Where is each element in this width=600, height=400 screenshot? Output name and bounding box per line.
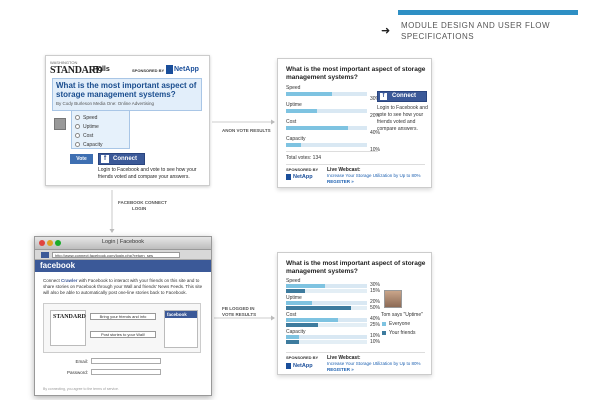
result-bar-track	[286, 126, 367, 130]
divider	[286, 164, 425, 165]
legend-everyone: Everyone	[389, 321, 410, 327]
register-link[interactable]: REGISTER »	[327, 367, 354, 372]
site-thumbnail: STANDARD	[50, 310, 86, 346]
password-label: Password:	[53, 370, 88, 375]
email-label: Email:	[53, 359, 88, 364]
legend-friends: Your friends	[389, 330, 416, 336]
facebook-header: facebook	[35, 260, 211, 272]
fb-result-track-everyone	[286, 301, 367, 305]
register-link[interactable]: REGISTER »	[327, 179, 354, 184]
facebook-thumbnail-brand: facebook	[165, 311, 197, 318]
fb-result-track-friends	[286, 323, 367, 327]
site-thumbnail-brand: STANDARD	[53, 314, 86, 320]
sponsor-name: NetApp	[293, 174, 313, 180]
favicon-icon	[41, 252, 49, 258]
divider	[286, 352, 425, 353]
friend-says: Tom says "Uptime"	[381, 312, 423, 319]
fb-result-track-everyone	[286, 335, 367, 339]
facebook-connect-button[interactable]: f Connect	[377, 91, 427, 102]
fb-result-pct-friends-speed: 15%	[370, 288, 380, 294]
address-bar: http://www.connect.facebook.com/login.ph…	[35, 250, 211, 260]
bring-friends-pill: Bring your friends and info	[90, 313, 156, 320]
result-bar-uptime	[286, 109, 317, 113]
fb-result-bar-friends-capacity	[286, 340, 299, 344]
total-votes: Total votes: 134	[286, 155, 321, 161]
fb-result-pct-friends-uptime: 50%	[370, 305, 380, 311]
divider	[286, 151, 378, 152]
sponsored-by-label: SPONSORED BY	[286, 355, 318, 360]
result-bar-track	[286, 92, 367, 96]
email-field[interactable]	[91, 358, 161, 364]
netapp-logo-icon	[286, 174, 291, 180]
connector-login-label: FACEBOOK CONNECT LOGIN	[118, 200, 167, 212]
result-bar-capacity	[286, 143, 301, 147]
connector-anon-label: ANON VOTE RESULTS	[222, 128, 271, 134]
fb-result-track-everyone	[286, 284, 367, 288]
url-input[interactable]: http://www.connect.facebook.com/login.ph…	[52, 252, 180, 258]
fb-result-bar-everyone-uptime	[286, 301, 312, 305]
connector-anon-arrowhead	[271, 120, 275, 125]
password-field[interactable]	[91, 369, 161, 375]
result-label-cost: Cost	[286, 119, 296, 125]
fine-print: By connecting, you agree to the terms of…	[43, 387, 203, 391]
result-bar-track	[286, 109, 367, 113]
fb-result-bar-friends-speed	[286, 289, 305, 293]
site-link[interactable]: Crawler	[61, 278, 78, 283]
anon-results-question: What is the most important aspect of sto…	[286, 66, 426, 82]
connector-fb-arrowhead	[271, 316, 275, 321]
facebook-login-window: Login | Facebook http://www.connect.face…	[34, 236, 212, 396]
anon-results-module: What is the most important aspect of sto…	[277, 58, 432, 188]
result-bar-track	[286, 143, 367, 147]
connect-diagram: STANDARD Bring your friends and info Pos…	[43, 303, 201, 353]
result-bar-cost	[286, 126, 348, 130]
connector-login-arrowhead	[110, 229, 115, 233]
fb-results-module: What is the most important aspect of sto…	[277, 252, 432, 375]
fb-result-track-friends	[286, 289, 367, 293]
fb-result-pct-friends-cost: 25%	[370, 322, 380, 328]
result-label-speed: Speed	[286, 85, 300, 91]
fb-result-bar-everyone-cost	[286, 318, 338, 322]
result-label-capacity: Capacity	[286, 136, 305, 142]
legend-everyone-swatch	[382, 322, 386, 326]
connect-description: Connect Crawler with Facebook to interac…	[43, 278, 203, 296]
result-pct-capacity: 10%	[370, 147, 380, 153]
legend-friends-swatch	[382, 331, 386, 335]
fb-result-track-friends	[286, 306, 367, 310]
fb-results-question: What is the most important aspect of sto…	[286, 260, 426, 276]
facebook-logo: facebook	[40, 261, 75, 270]
fb-result-bar-friends-uptime	[286, 306, 351, 310]
fb-result-track-everyone	[286, 318, 367, 322]
fb-result-bar-friends-cost	[286, 323, 318, 327]
fb-result-bar-everyone-speed	[286, 284, 325, 288]
fb-result-bar-everyone-capacity	[286, 335, 299, 339]
netapp-logo-icon	[286, 363, 291, 369]
connector-fb-label: FB LOGGED IN VOTE RESULTS	[222, 306, 256, 318]
post-stories-pill: Post stories to your Wall!	[90, 331, 156, 338]
fb-result-track-friends	[286, 340, 367, 344]
friend-avatar	[384, 290, 402, 308]
window-title: Login | Facebook	[35, 239, 211, 245]
result-bar-speed	[286, 92, 332, 96]
facebook-f-icon: f	[380, 93, 387, 100]
facebook-thumbnail: facebook	[164, 310, 198, 348]
login-prompt: Login to Facebook and vote to see how yo…	[377, 105, 429, 133]
sponsor-name: NetApp	[293, 363, 313, 369]
sponsored-by-label: SPONSORED BY	[286, 167, 318, 172]
window-titlebar: Login | Facebook	[35, 237, 211, 250]
fb-result-pct-friends-capacity: 10%	[370, 339, 380, 345]
result-label-uptime: Uptime	[286, 102, 302, 108]
